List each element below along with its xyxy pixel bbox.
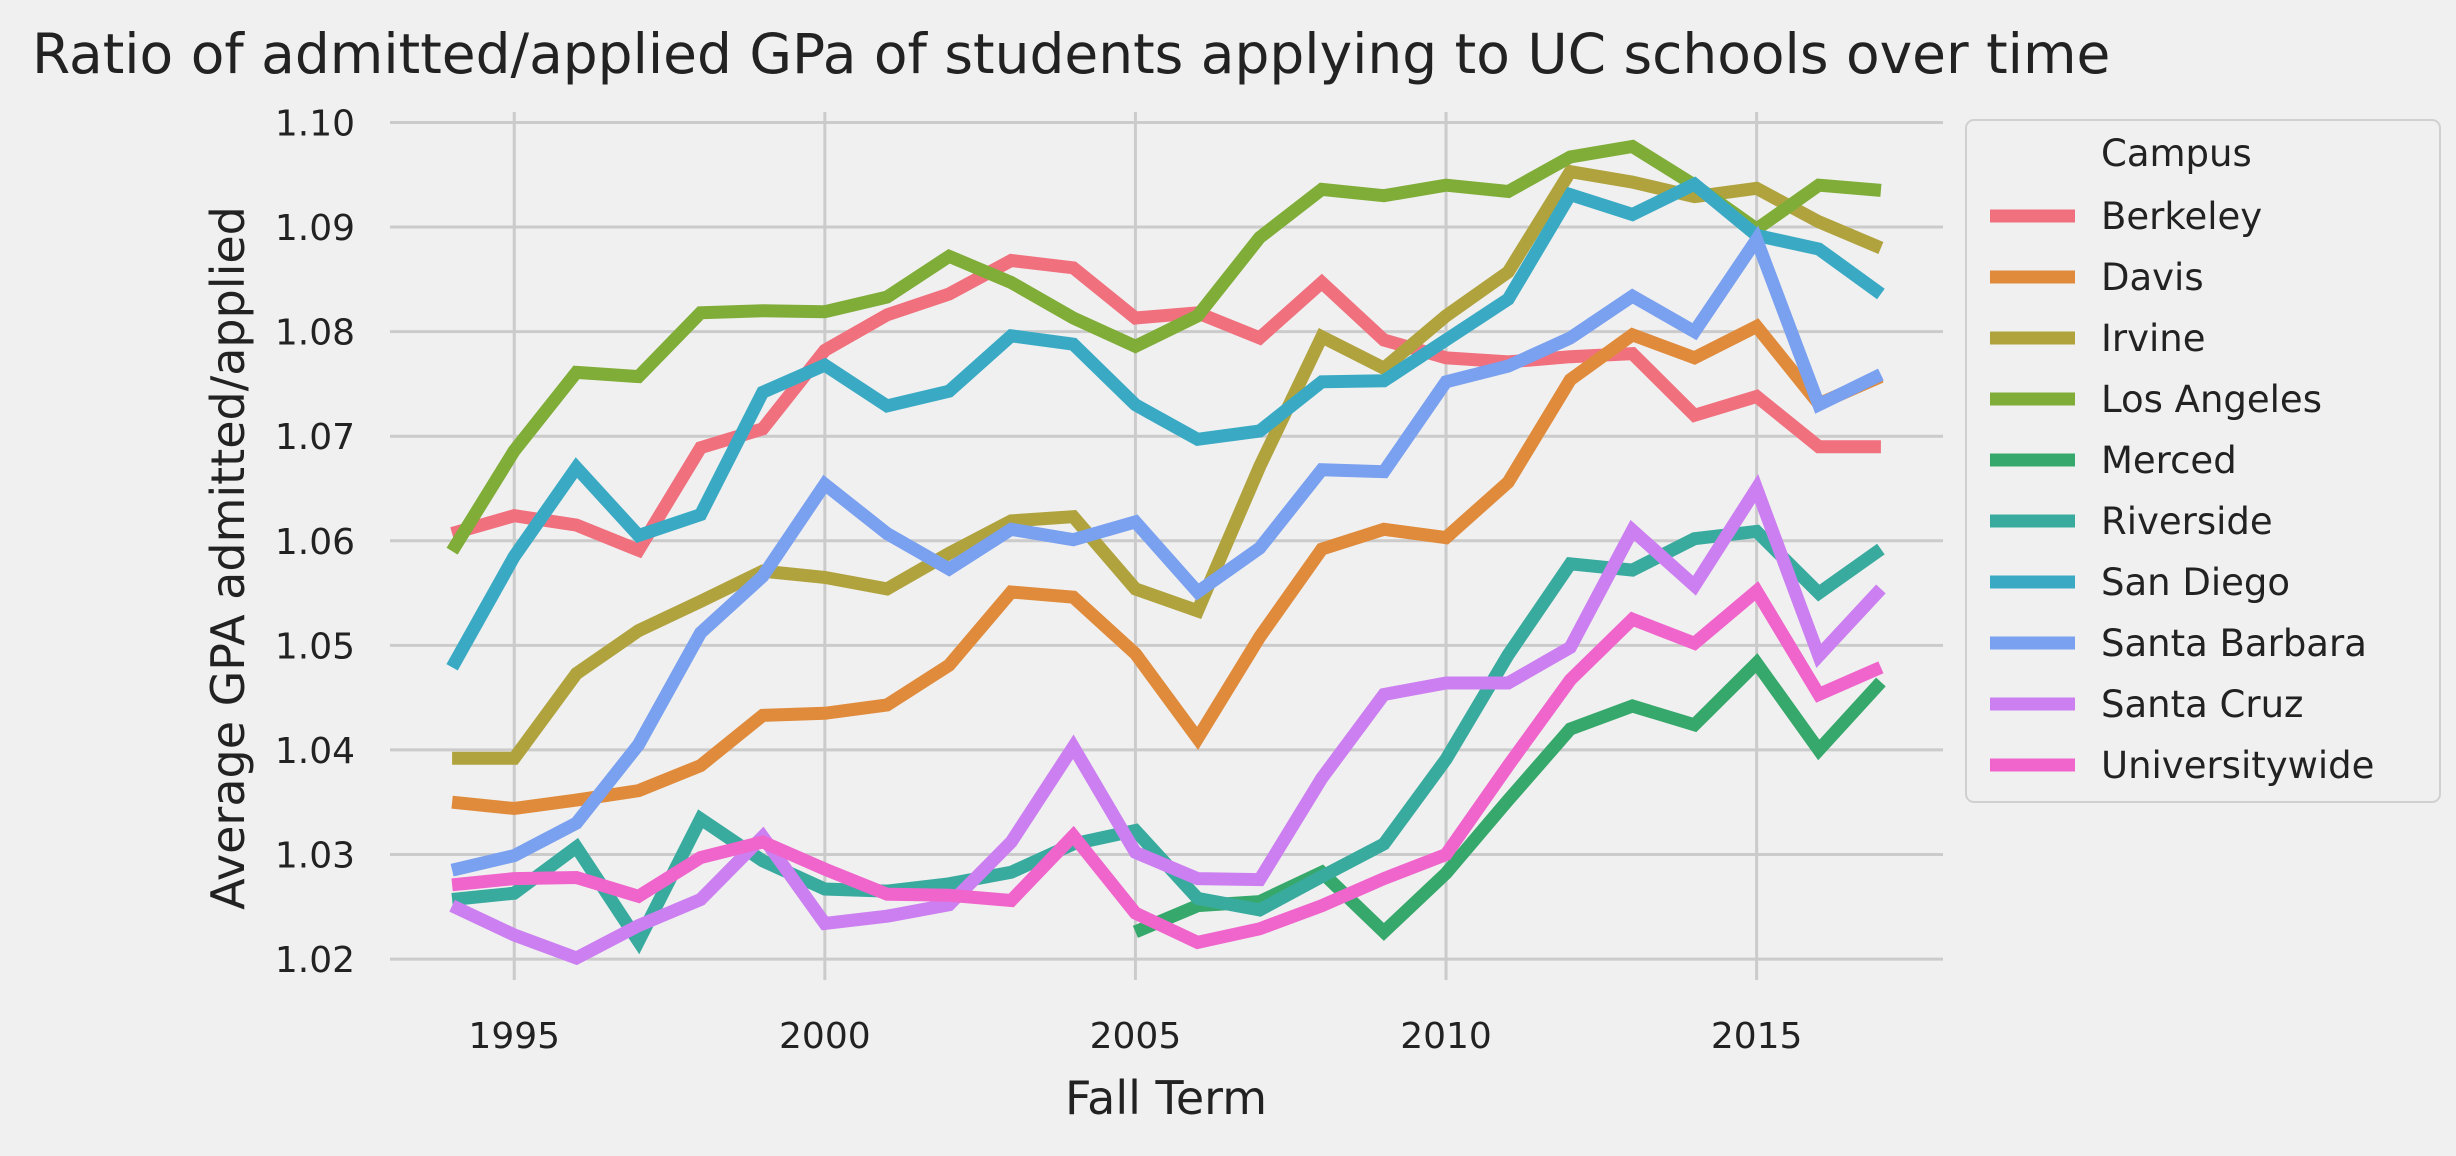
y-tick-label: 1.05 bbox=[275, 626, 355, 667]
series-line-irvine bbox=[452, 164, 1884, 765]
legend-label-santa-barbara: Santa Barbara bbox=[2101, 622, 2367, 665]
x-tick-label: 2000 bbox=[779, 1016, 871, 1057]
legend-label-riverside: Riverside bbox=[2101, 500, 2273, 543]
y-tick-label: 1.04 bbox=[275, 731, 355, 772]
series-lines bbox=[446, 139, 1886, 966]
series-line-santa-barbara bbox=[450, 225, 1884, 877]
legend: Campus Berkeley Davis Irvine Los Angeles Mer… bbox=[1965, 119, 2441, 803]
legend-label-irvine: Irvine bbox=[2101, 317, 2206, 360]
series-line-universitywide bbox=[451, 581, 1884, 950]
x-tick-labels: 1995 2000 2005 2010 2015 bbox=[468, 1016, 1802, 1057]
y-tick-label: 1.07 bbox=[275, 417, 355, 458]
x-tick-label: 2010 bbox=[1400, 1016, 1492, 1057]
x-tick-label: 2005 bbox=[1090, 1016, 1182, 1057]
y-tick-label: 1.08 bbox=[275, 313, 355, 354]
x-tick-label: 2015 bbox=[1711, 1016, 1803, 1057]
legend-label-davis: Davis bbox=[2101, 256, 2204, 299]
y-tick-label: 1.03 bbox=[275, 836, 355, 877]
y-tick-labels: 1.02 1.03 1.04 1.05 1.06 1.07 1.08 1.09 1.10 bbox=[275, 103, 355, 981]
legend-label-merced: Merced bbox=[2101, 439, 2237, 482]
y-tick-label: 1.10 bbox=[275, 103, 355, 144]
legend-label-santa-cruz: Santa Cruz bbox=[2101, 683, 2303, 726]
series-line-los-angeles bbox=[446, 139, 1882, 555]
legend-label-san-diego: San Diego bbox=[2101, 561, 2290, 604]
y-tick-label: 1.02 bbox=[275, 940, 355, 981]
x-axis-label: Fall Term bbox=[1065, 1071, 1267, 1125]
y-tick-label: 1.06 bbox=[275, 522, 355, 563]
series-line-davis bbox=[451, 318, 1884, 816]
legend-items: Berkeley Davis Irvine Los Angeles Merced Rive… bbox=[1990, 195, 2374, 787]
x-tick-label: 1995 bbox=[468, 1016, 560, 1057]
legend-label-universitywide: Universitywide bbox=[2101, 744, 2374, 787]
legend-label-berkeley: Berkeley bbox=[2101, 195, 2262, 238]
series-line-san-diego bbox=[446, 176, 1885, 671]
y-tick-label: 1.09 bbox=[275, 208, 355, 249]
y-axis-label: Average GPA admitted/applied bbox=[201, 206, 255, 910]
legend-box bbox=[1965, 119, 2441, 803]
series-line-santa-cruz bbox=[449, 474, 1886, 966]
chart-title: Ratio of admitted/applied GPa of student… bbox=[32, 22, 2110, 86]
legend-label-los-angeles: Los Angeles bbox=[2101, 378, 2322, 421]
legend-title: Campus bbox=[2101, 132, 2252, 175]
series-line-berkeley bbox=[450, 253, 1881, 559]
series-line-merced bbox=[1132, 653, 1886, 941]
